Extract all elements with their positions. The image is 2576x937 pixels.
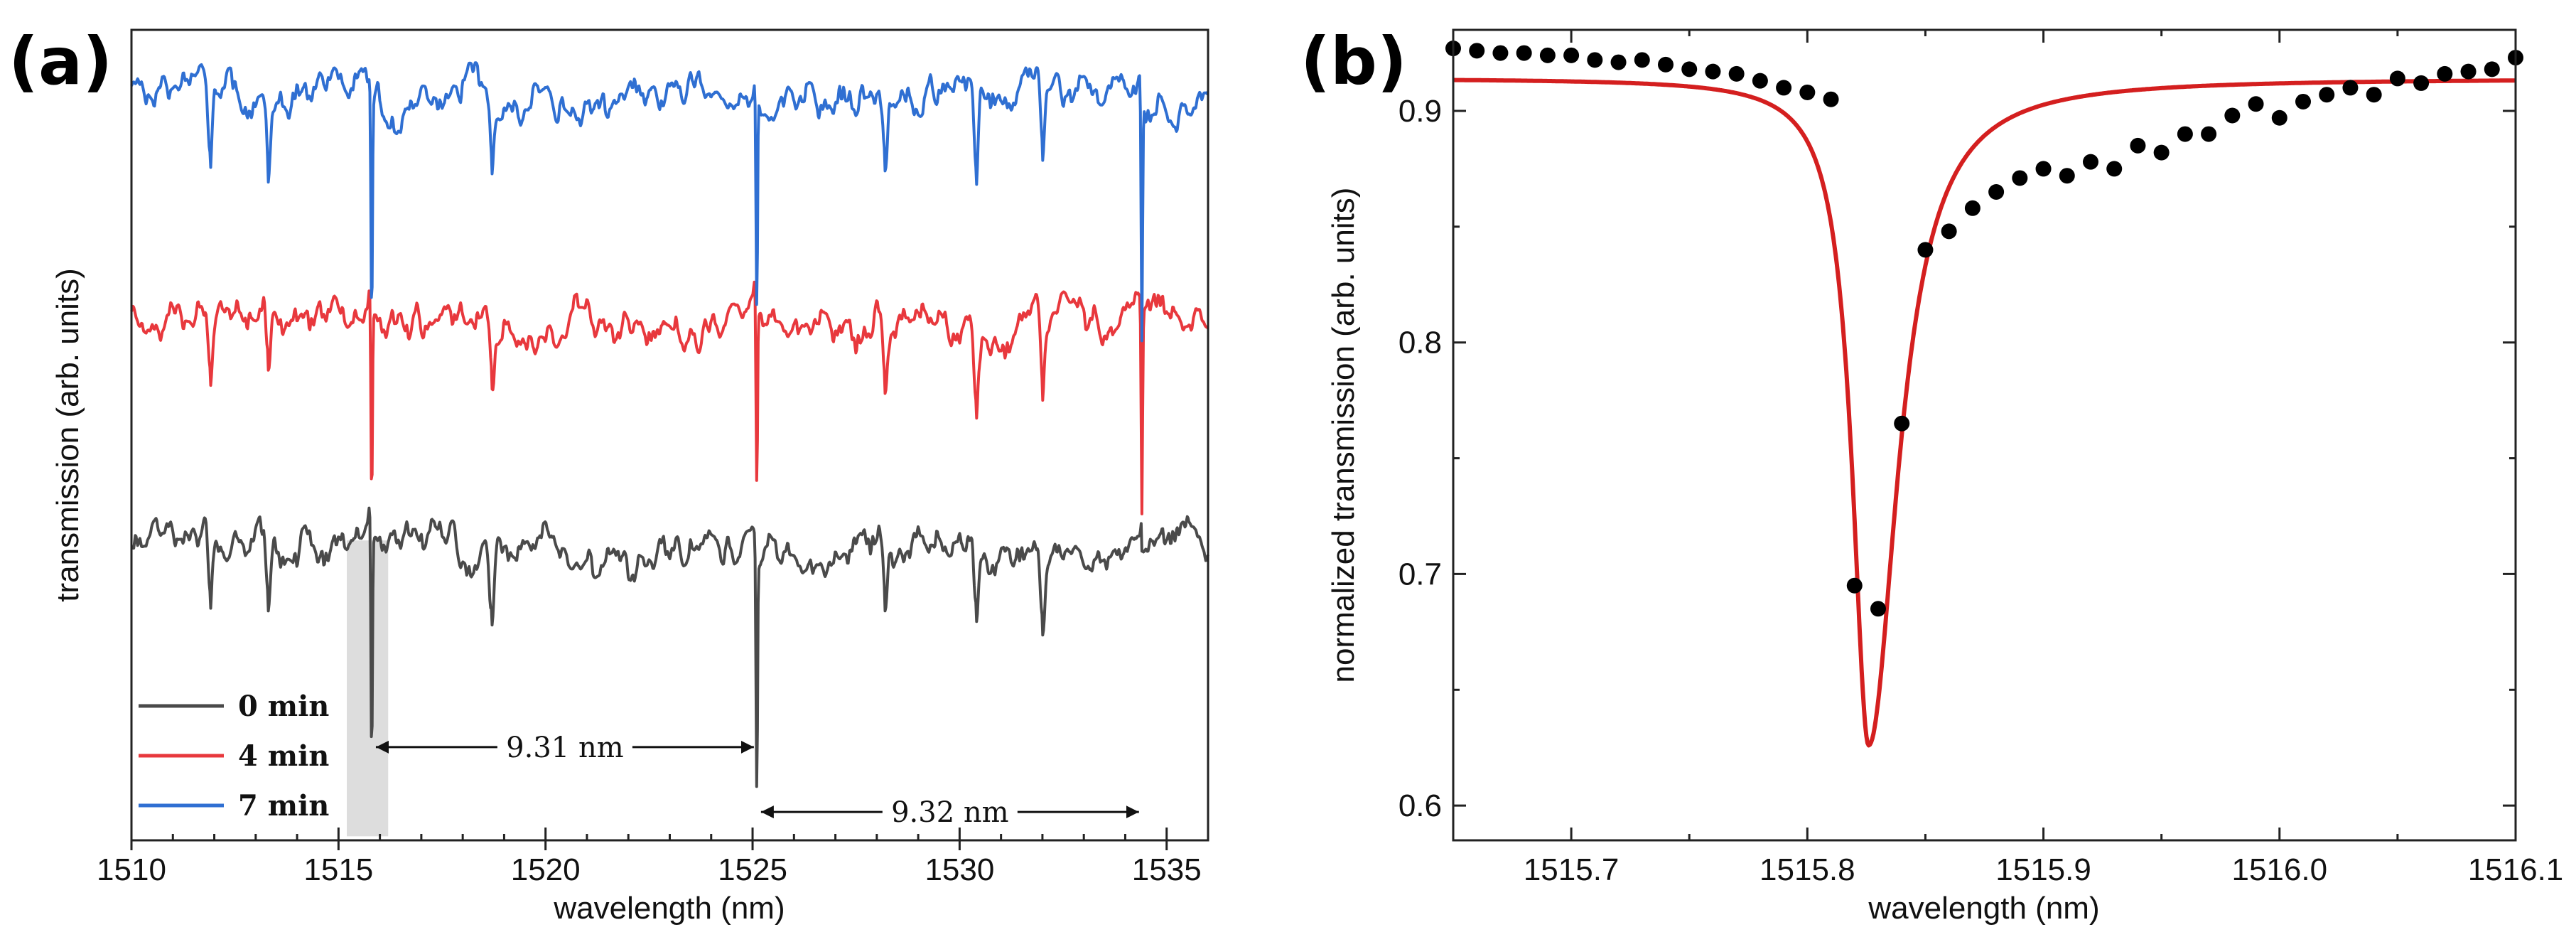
x-tick-label: 1535 [1132, 852, 1202, 887]
y-tick-label: 0.8 [1399, 326, 1442, 360]
data-point [1610, 54, 1627, 70]
data-point [2437, 65, 2453, 82]
panel-b-plot-area [1445, 41, 2523, 748]
panel-b-frame [1452, 28, 2517, 842]
data-point [2295, 93, 2311, 109]
data-point [2201, 126, 2217, 142]
data-point [2342, 80, 2359, 96]
data-point [1917, 242, 1934, 258]
lorentzian-fit-curve [1452, 77, 2517, 748]
x-tick-label: 1510 [97, 852, 166, 887]
data-point [1776, 80, 1792, 96]
x-tick-label: 1515.8 [1759, 852, 1855, 887]
y-tick-label: 0.7 [1399, 557, 1442, 591]
data-point [1964, 200, 1980, 216]
x-tick-label: 1525 [718, 852, 787, 887]
legend-label-0-min: 0 min [238, 690, 329, 723]
x-tick-label: 1515 [303, 852, 373, 887]
panel-b-x-axis-title: wavelength (nm) [1868, 891, 2099, 926]
series-line-7-min [130, 61, 1209, 343]
data-point [2271, 109, 2287, 126]
data-point [2484, 61, 2500, 77]
data-point [1705, 63, 1721, 80]
panel-a-fsr-annotations: 9.31 nm 9.32 nm [375, 732, 1139, 829]
data-point [1469, 43, 1485, 59]
y-tick-label: 0.9 [1399, 94, 1442, 129]
data-point [2319, 87, 2335, 103]
data-point [2130, 137, 2146, 154]
data-point [2460, 63, 2477, 80]
data-point [2012, 170, 2028, 186]
data-point [1846, 577, 1863, 594]
data-point [1539, 47, 1556, 63]
x-tick-label: 1516.1 [2468, 852, 2564, 887]
data-point [1752, 73, 1768, 89]
x-tick-label: 1520 [511, 852, 581, 887]
data-point [1823, 91, 1839, 107]
data-point [1516, 45, 1532, 61]
data-point [2153, 144, 2170, 161]
data-point [1634, 52, 1650, 68]
data-point [1799, 84, 1816, 100]
data-point [1681, 61, 1698, 77]
panel-a-y-axis-title: transmission (arb. units) [50, 268, 85, 601]
fsr-annotation-label-2: 9.32 nm [891, 796, 1008, 829]
y-tick-label: 0.6 [1399, 788, 1442, 823]
panel-b-x-axis: 1515.7 1515.8 1515.9 1516.0 1516.1 [1452, 30, 2564, 887]
data-point [1870, 601, 1886, 617]
series-line-4-min [130, 280, 1209, 515]
data-point [1728, 65, 1745, 82]
fsr-annotation-label-1: 9.31 nm [506, 732, 623, 764]
data-point [2389, 70, 2405, 87]
data-point [1658, 56, 1674, 73]
panel-a-x-axis-title: wavelength (nm) [553, 891, 785, 926]
panel-b-y-axis: 0.6 0.7 0.8 0.9 [1399, 94, 2516, 823]
panel-b-y-axis-title: normalized transmission (arb. units) [1326, 188, 1361, 683]
x-tick-label: 1515.7 [1524, 852, 1620, 887]
series-line-0-min [130, 506, 1209, 788]
data-point [2366, 87, 2382, 103]
data-point [2106, 161, 2123, 177]
data-point [2059, 168, 2075, 184]
panel-a-plot-area [130, 61, 1209, 788]
x-tick-label: 1515.9 [1995, 852, 2091, 887]
data-point [2248, 96, 2264, 112]
data-point [1988, 184, 2005, 200]
data-point [1492, 45, 1509, 61]
legend-label-7-min: 7 min [238, 789, 329, 823]
x-tick-label: 1516.0 [2231, 852, 2327, 887]
data-point [2083, 154, 2098, 170]
data-point [2035, 161, 2052, 177]
data-point [1941, 223, 1957, 240]
x-tick-label: 1530 [925, 852, 994, 887]
data-point [1563, 47, 1580, 63]
data-point [2224, 107, 2241, 124]
panel-b: (b) 1515.7 1515.8 1515.9 1516.0 1516.1 0.60.… [1300, 23, 2563, 926]
panel-a-label: (a) [9, 23, 112, 100]
panel-a: (a) 1510 1515 1520 1525 1530 1535 wavelength … [9, 23, 1209, 926]
panel-a-legend: 0 min 4 min 7 min [139, 690, 329, 823]
panel-a-highlight-region [347, 540, 389, 837]
data-point [1587, 52, 1603, 68]
panel-a-x-axis: 1510 1515 1520 1525 1530 1535 [97, 828, 1209, 887]
legend-label-4-min: 4 min [238, 739, 329, 773]
data-point [2413, 75, 2430, 91]
data-point [1894, 415, 1910, 432]
panel-b-label: (b) [1300, 23, 1407, 100]
data-point [2177, 126, 2193, 142]
